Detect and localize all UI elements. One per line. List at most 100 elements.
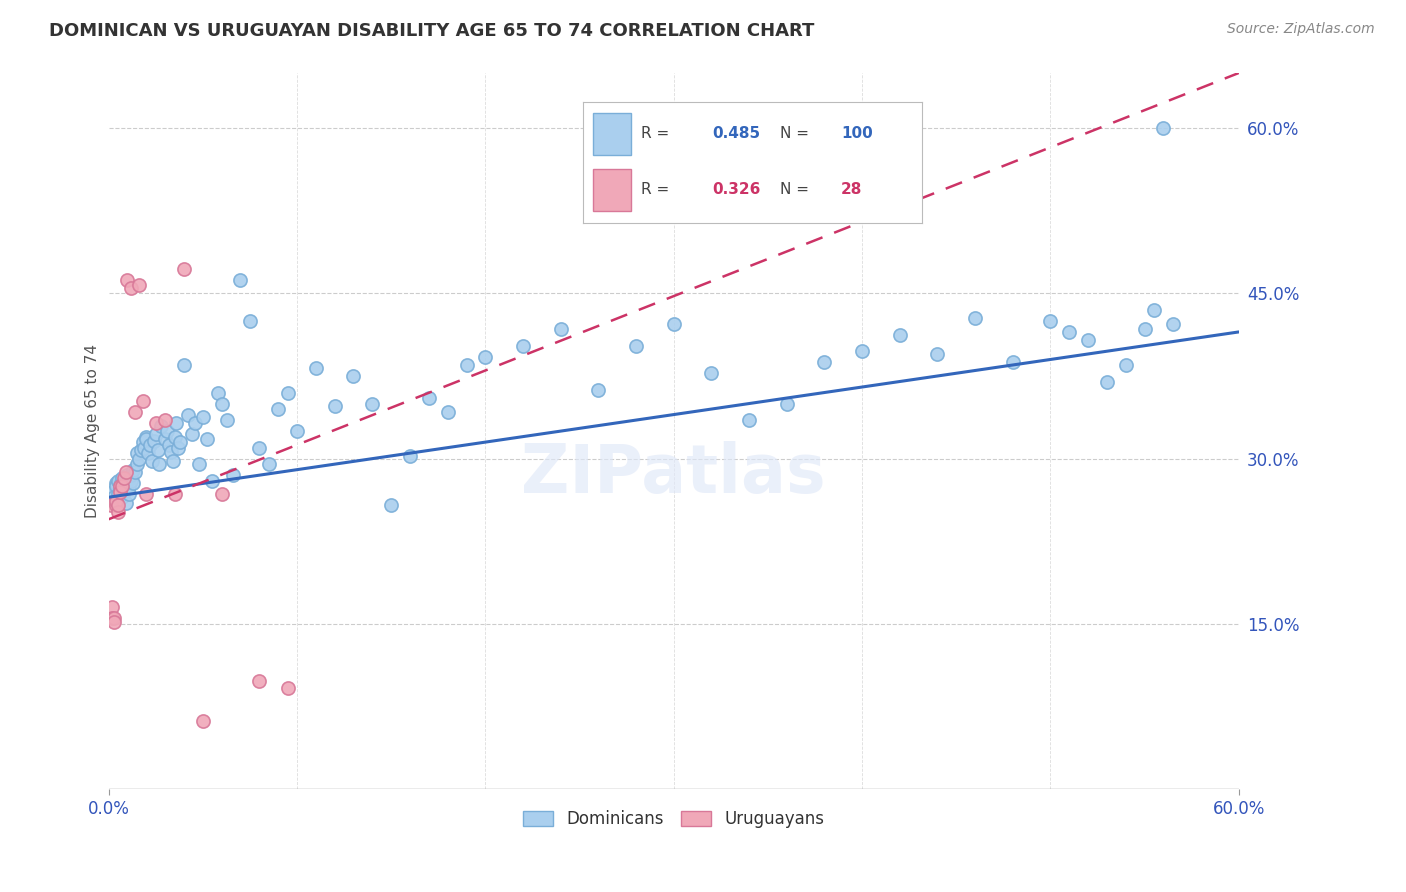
Point bbox=[105, 475, 128, 490]
Point bbox=[120, 468, 142, 483]
Point bbox=[118, 487, 141, 501]
Point bbox=[180, 427, 202, 442]
Point bbox=[108, 479, 131, 493]
Point bbox=[135, 429, 157, 443]
Point bbox=[851, 343, 873, 358]
Point bbox=[195, 432, 218, 446]
Point bbox=[108, 483, 131, 497]
Point bbox=[117, 474, 139, 488]
Point bbox=[474, 351, 496, 365]
Point bbox=[1115, 358, 1137, 372]
Point bbox=[662, 317, 685, 331]
Point bbox=[1133, 321, 1156, 335]
Point bbox=[114, 465, 136, 479]
Point bbox=[965, 310, 987, 325]
Point bbox=[173, 262, 195, 277]
Point bbox=[436, 405, 458, 419]
Point bbox=[131, 394, 153, 409]
Point bbox=[285, 424, 308, 438]
Point bbox=[145, 427, 167, 442]
Point bbox=[117, 468, 139, 483]
Point bbox=[323, 399, 346, 413]
Point bbox=[153, 413, 176, 427]
Point bbox=[139, 438, 162, 452]
Point bbox=[122, 463, 145, 477]
Point bbox=[128, 277, 150, 292]
Point bbox=[163, 429, 186, 443]
Point bbox=[111, 490, 134, 504]
Point bbox=[1057, 325, 1080, 339]
Point bbox=[105, 479, 128, 493]
Point bbox=[107, 487, 129, 501]
Point bbox=[153, 432, 176, 446]
Point bbox=[277, 385, 299, 400]
Point bbox=[120, 474, 142, 488]
Point bbox=[120, 281, 142, 295]
Point bbox=[118, 479, 141, 493]
Point bbox=[131, 435, 153, 450]
Point bbox=[108, 478, 131, 492]
Point bbox=[129, 442, 152, 457]
Point bbox=[135, 432, 157, 446]
Point bbox=[135, 487, 157, 501]
Point bbox=[112, 475, 135, 490]
Point bbox=[167, 441, 190, 455]
Point bbox=[103, 490, 125, 504]
Text: Source: ZipAtlas.com: Source: ZipAtlas.com bbox=[1227, 22, 1375, 37]
Point bbox=[257, 457, 280, 471]
Point bbox=[112, 484, 135, 499]
Point bbox=[399, 450, 422, 464]
Point bbox=[191, 409, 214, 424]
Point bbox=[124, 405, 146, 419]
Point bbox=[512, 339, 534, 353]
Point bbox=[136, 446, 159, 460]
Point bbox=[173, 358, 195, 372]
Point bbox=[889, 328, 911, 343]
Point bbox=[146, 442, 169, 457]
Point bbox=[101, 611, 124, 625]
Point bbox=[122, 475, 145, 490]
Point bbox=[217, 413, 239, 427]
Point bbox=[247, 441, 270, 455]
Point bbox=[222, 468, 245, 483]
Point bbox=[157, 438, 180, 452]
Point bbox=[150, 418, 173, 433]
Point bbox=[550, 321, 572, 335]
Point bbox=[211, 396, 233, 410]
Point bbox=[305, 361, 328, 376]
Point bbox=[927, 347, 949, 361]
Point bbox=[107, 504, 129, 518]
Point bbox=[1143, 302, 1166, 317]
Point bbox=[111, 471, 134, 485]
Point bbox=[700, 366, 723, 380]
Point bbox=[107, 474, 129, 488]
Point bbox=[159, 445, 181, 459]
Point bbox=[1077, 333, 1099, 347]
Point bbox=[169, 435, 191, 450]
Point bbox=[125, 446, 148, 460]
Point bbox=[211, 487, 233, 501]
Point bbox=[1095, 375, 1118, 389]
Point bbox=[456, 358, 478, 372]
Point bbox=[128, 451, 150, 466]
Point bbox=[107, 498, 129, 512]
Point bbox=[124, 465, 146, 479]
Point bbox=[380, 498, 402, 512]
Point bbox=[165, 417, 187, 431]
Point bbox=[103, 611, 125, 625]
Point bbox=[191, 714, 214, 728]
Point bbox=[177, 408, 200, 422]
Point bbox=[184, 417, 207, 431]
Point bbox=[1152, 121, 1174, 136]
Point bbox=[134, 441, 156, 455]
Point bbox=[105, 498, 128, 512]
Point bbox=[229, 273, 252, 287]
Point bbox=[141, 454, 163, 468]
Y-axis label: Disability Age 65 to 74: Disability Age 65 to 74 bbox=[86, 344, 100, 518]
Point bbox=[1161, 317, 1184, 331]
Point bbox=[247, 674, 270, 689]
Point bbox=[738, 413, 761, 427]
Point bbox=[101, 484, 124, 499]
Point bbox=[163, 487, 186, 501]
Point bbox=[162, 454, 184, 468]
